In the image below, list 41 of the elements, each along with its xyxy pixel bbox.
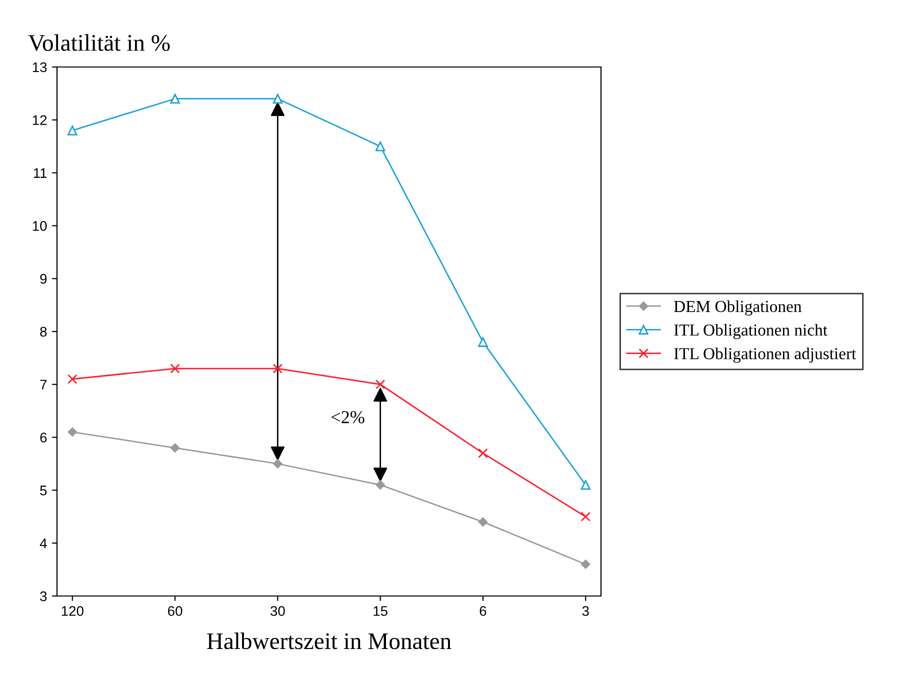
annotation: <2% (332, 411, 364, 424)
legend-label: ITL Obligationen nicht (674, 324, 828, 340)
point (376, 480, 385, 490)
point (478, 448, 488, 458)
point (375, 380, 386, 390)
y-tick-label: 10 (32, 221, 47, 231)
point (272, 364, 283, 374)
x-tick-label: 120 (62, 606, 84, 616)
x-axis-title: Halbwertszeit in Monaten (207, 632, 452, 650)
y-tick-label: 8 (40, 326, 47, 337)
point (478, 517, 488, 527)
point (68, 126, 78, 136)
y-tick-label: 6 (40, 432, 47, 442)
point (68, 374, 78, 384)
x-tick-label: 15 (374, 606, 388, 616)
chart-title: Volatilität in % (28, 34, 170, 52)
x-tick-label: 30 (270, 606, 285, 616)
point (478, 337, 488, 347)
point (272, 94, 283, 104)
x-tick-label: 60 (168, 606, 182, 616)
point (170, 443, 180, 453)
y-tick-label: 9 (40, 274, 47, 284)
y-tick-label: 3 (40, 591, 47, 602)
y-tick-label: 11 (34, 168, 47, 178)
point (273, 459, 282, 468)
legend-label: DEM Obligationen (674, 300, 802, 316)
y-tick-label: 5 (40, 486, 47, 496)
x-tick-label: 3 (582, 606, 589, 616)
y-tick-label: 4 (40, 538, 47, 548)
y-tick-label: 13 (32, 62, 47, 72)
point (375, 141, 386, 152)
point (170, 364, 180, 374)
y-tick-label: 12 (32, 115, 47, 125)
point (580, 480, 590, 490)
point (580, 512, 590, 522)
point (580, 560, 590, 569)
legend-label: ITL Obligationen adjustiert (674, 348, 856, 363)
point (68, 427, 78, 437)
point (170, 94, 180, 104)
y-tick-label: 7 (40, 380, 47, 390)
x-tick-label: 6 (480, 606, 486, 616)
